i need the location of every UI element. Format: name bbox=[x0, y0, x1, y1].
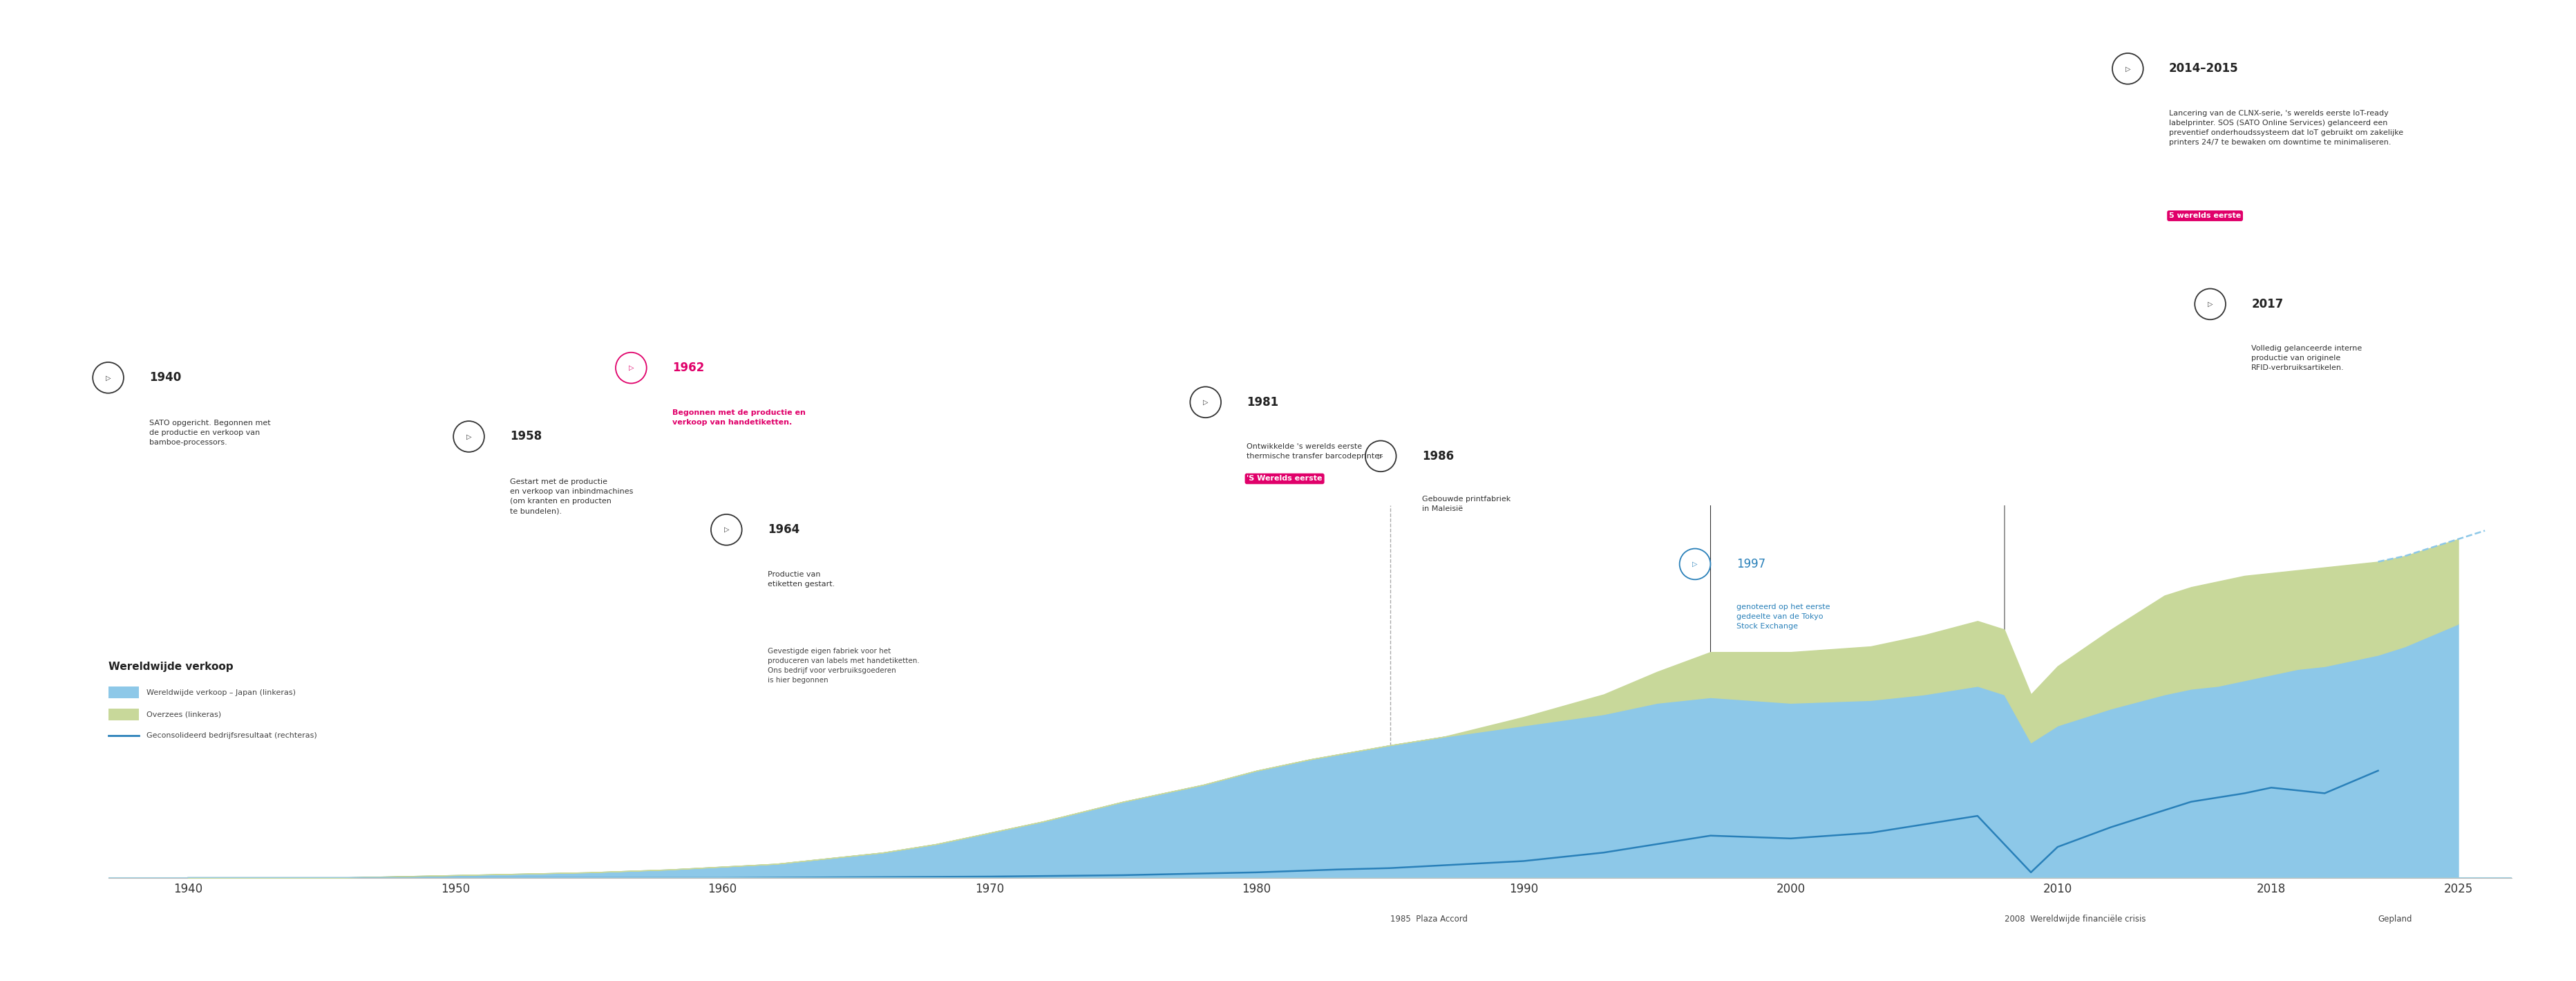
Text: ▷: ▷ bbox=[1203, 398, 1208, 406]
Text: Gevestigde eigen fabriek voor het
produceren van labels met handetiketten.
Ons b: Gevestigde eigen fabriek voor het produc… bbox=[768, 647, 920, 684]
Text: ▷: ▷ bbox=[2125, 65, 2130, 73]
Text: Wereldwijde verkoop – Japan (linkeras): Wereldwijde verkoop – Japan (linkeras) bbox=[147, 689, 296, 697]
Text: ▷: ▷ bbox=[629, 364, 634, 372]
Text: Geconsolideerd bedrijfsresultaat (rechteras): Geconsolideerd bedrijfsresultaat (rechte… bbox=[147, 732, 317, 740]
Text: Overzees (linkeras): Overzees (linkeras) bbox=[147, 710, 222, 718]
Text: 1940: 1940 bbox=[149, 372, 180, 384]
Text: SATO opgericht. Begonnen met
de productie en verkoop van
bamboe-processors.: SATO opgericht. Begonnen met de producti… bbox=[149, 420, 270, 446]
Text: ▷: ▷ bbox=[724, 526, 729, 534]
Text: Wereldwijde verkoop: Wereldwijde verkoop bbox=[108, 662, 232, 672]
Text: 1986: 1986 bbox=[1422, 450, 1453, 462]
Text: 1958: 1958 bbox=[510, 431, 541, 442]
Text: Lancering van de CLNX-serie, 's werelds eerste IoT-ready
labelprinter. SOS (SATO: Lancering van de CLNX-serie, 's werelds … bbox=[2169, 110, 2403, 146]
Text: 1964: 1964 bbox=[768, 524, 799, 536]
Text: 5 werelds eerste: 5 werelds eerste bbox=[2169, 212, 2241, 220]
Text: Productie van
etiketten gestart.: Productie van etiketten gestart. bbox=[768, 571, 835, 588]
Text: ▷: ▷ bbox=[466, 433, 471, 440]
Text: 1997: 1997 bbox=[1736, 558, 1765, 570]
Text: 1962: 1962 bbox=[672, 362, 703, 374]
Text: ▷: ▷ bbox=[1378, 452, 1383, 460]
Text: Begonnen met de productie en
verkoop van handetiketten.: Begonnen met de productie en verkoop van… bbox=[672, 409, 806, 426]
Text: 2008  Wereldwijde financiële crisis: 2008 Wereldwijde financiële crisis bbox=[2004, 914, 2146, 924]
Text: Ontwikkelde 's werelds eerste
thermische transfer barcodeprinter: Ontwikkelde 's werelds eerste thermische… bbox=[1247, 443, 1383, 460]
Text: 1985  Plaza Accord: 1985 Plaza Accord bbox=[1391, 914, 1468, 924]
Text: ▷: ▷ bbox=[2208, 300, 2213, 308]
Text: 1981: 1981 bbox=[1247, 396, 1278, 408]
Text: genoteerd op het eerste
gedeelte van de Tokyo
Stock Exchange: genoteerd op het eerste gedeelte van de … bbox=[1736, 603, 1829, 630]
Text: 2017: 2017 bbox=[2251, 298, 2282, 310]
Text: ▷: ▷ bbox=[106, 374, 111, 382]
Text: Gepland: Gepland bbox=[2378, 914, 2411, 924]
Text: Gebouwde printfabriek
in Maleisië: Gebouwde printfabriek in Maleisië bbox=[1422, 495, 1510, 512]
Text: 2014–2015: 2014–2015 bbox=[2169, 63, 2239, 75]
Text: Gestart met de productie
en verkoop van inbindmachines
(om kranten en producten
: Gestart met de productie en verkoop van … bbox=[510, 479, 634, 515]
Text: Volledig gelanceerde interne
productie van originele
RFID-verbruiksartikelen.: Volledig gelanceerde interne productie v… bbox=[2251, 345, 2362, 372]
Text: 'S Werelds eerste: 'S Werelds eerste bbox=[1247, 475, 1321, 483]
Text: ▷: ▷ bbox=[1692, 560, 1698, 568]
